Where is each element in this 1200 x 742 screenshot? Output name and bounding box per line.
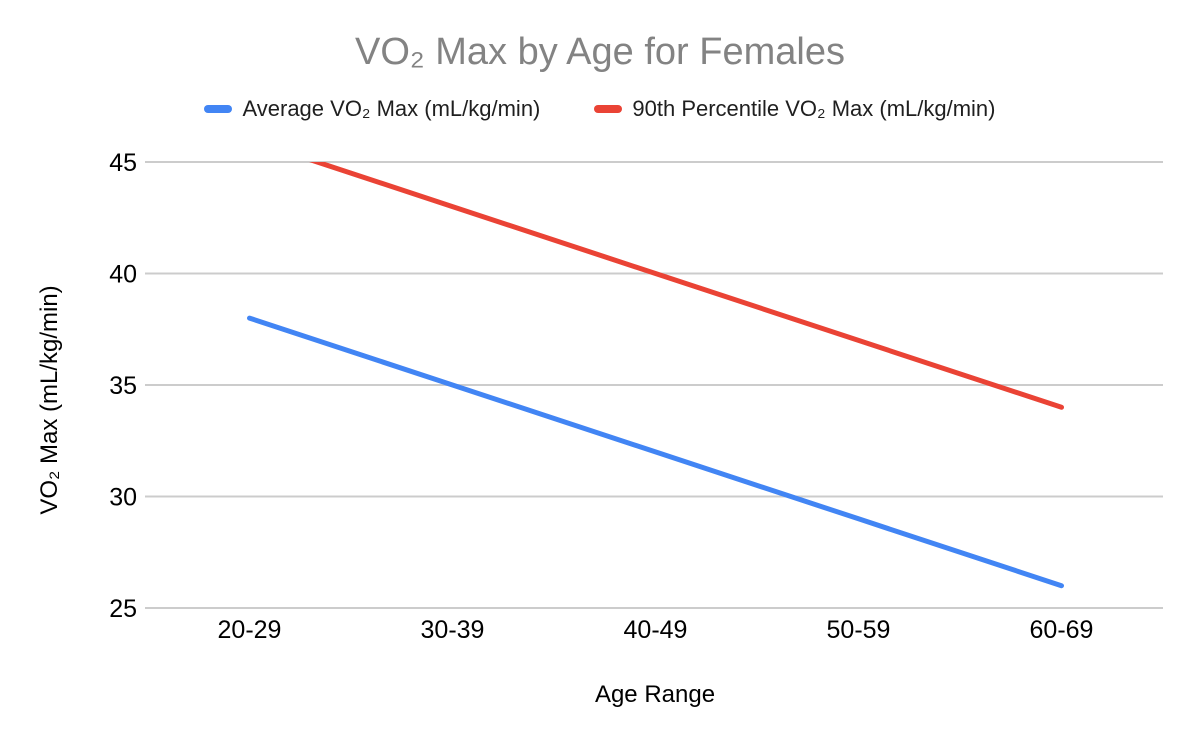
series-line-0: [247, 315, 1064, 589]
y-axis-title: VO₂ Max (mL/kg/min): [36, 285, 63, 515]
y-tick-label: 25: [109, 595, 137, 623]
x-tick-label: 20-29: [218, 616, 282, 644]
x-axis-title: Age Range: [594, 681, 716, 708]
legend-label: 90th Percentile VO₂ Max (mL/kg/min): [632, 96, 996, 121]
legend-swatch-icon: [204, 105, 233, 113]
x-tick-label: 60-69: [1030, 616, 1094, 644]
legend-label: Average VO₂ Max (mL/kg/min): [242, 96, 541, 121]
legend-item-0: Average VO₂ Max (mL/kg/min): [204, 96, 540, 122]
chart-legend: Average VO₂ Max (mL/kg/min) 90th Percenti…: [0, 96, 1200, 122]
y-tick-label: 35: [109, 372, 137, 400]
y-tick-label: 45: [109, 149, 137, 177]
x-tick-label: 50-59: [827, 616, 891, 644]
y-tick-label: 40: [109, 261, 137, 289]
y-tick-label: 30: [109, 484, 137, 512]
x-tick-label: 40-49: [624, 616, 688, 644]
chart-title: VO₂ Max by Age for Females: [355, 31, 845, 73]
legend-item-1: 90th Percentile VO₂ Max (mL/kg/min): [594, 96, 996, 122]
x-tick-label: 30-39: [421, 616, 485, 644]
legend-swatch-icon: [594, 105, 623, 113]
series-line-1: [309, 162, 1064, 410]
